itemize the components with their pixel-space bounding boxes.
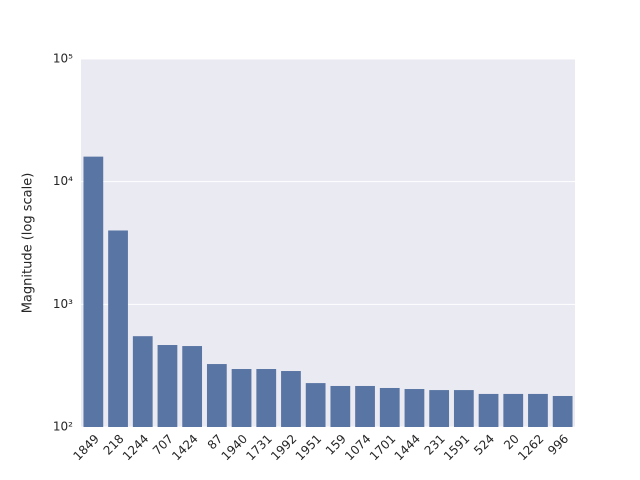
bar (132, 336, 153, 427)
x-tick-label: 996 (545, 432, 571, 458)
plot-area (81, 59, 575, 427)
bar (206, 364, 227, 427)
x-tick-label: 1074 (342, 432, 373, 463)
x-tick-label: 1244 (120, 432, 151, 463)
x-tick-label: 1424 (169, 432, 200, 463)
bar (305, 383, 326, 427)
bar (182, 346, 203, 427)
bar (528, 393, 548, 427)
bar (281, 371, 301, 427)
y-tick-label: 10⁵ (53, 52, 73, 66)
bar (503, 393, 524, 427)
bar (157, 345, 178, 427)
x-tick-label: 1951 (293, 432, 324, 463)
bar (552, 395, 573, 427)
x-tick-label: 1701 (367, 432, 398, 463)
bar (429, 390, 450, 427)
bar (256, 369, 277, 427)
x-tick-label: 1731 (243, 432, 274, 463)
x-tick-label: 1992 (268, 432, 299, 463)
y-tick-label: 10⁴ (53, 174, 73, 188)
x-tick-label: 1444 (392, 432, 423, 463)
bar (108, 230, 128, 427)
bar (379, 387, 400, 427)
x-tick-label: 1940 (219, 432, 250, 463)
bar (478, 393, 499, 427)
x-tick-label: 1262 (515, 432, 546, 463)
x-tick-label: 1849 (70, 432, 101, 463)
x-tick-label: 524 (471, 432, 497, 458)
bar (355, 385, 375, 427)
bar (453, 390, 474, 427)
bar (330, 385, 351, 427)
x-tick-label: 1591 (441, 432, 472, 463)
bar (404, 389, 425, 427)
y-axis-label: Magnitude (log scale) (21, 173, 36, 314)
bar (83, 156, 104, 428)
bar (231, 369, 252, 427)
y-tick-label: 10² (53, 420, 73, 434)
y-tick-label: 10³ (53, 297, 73, 311)
